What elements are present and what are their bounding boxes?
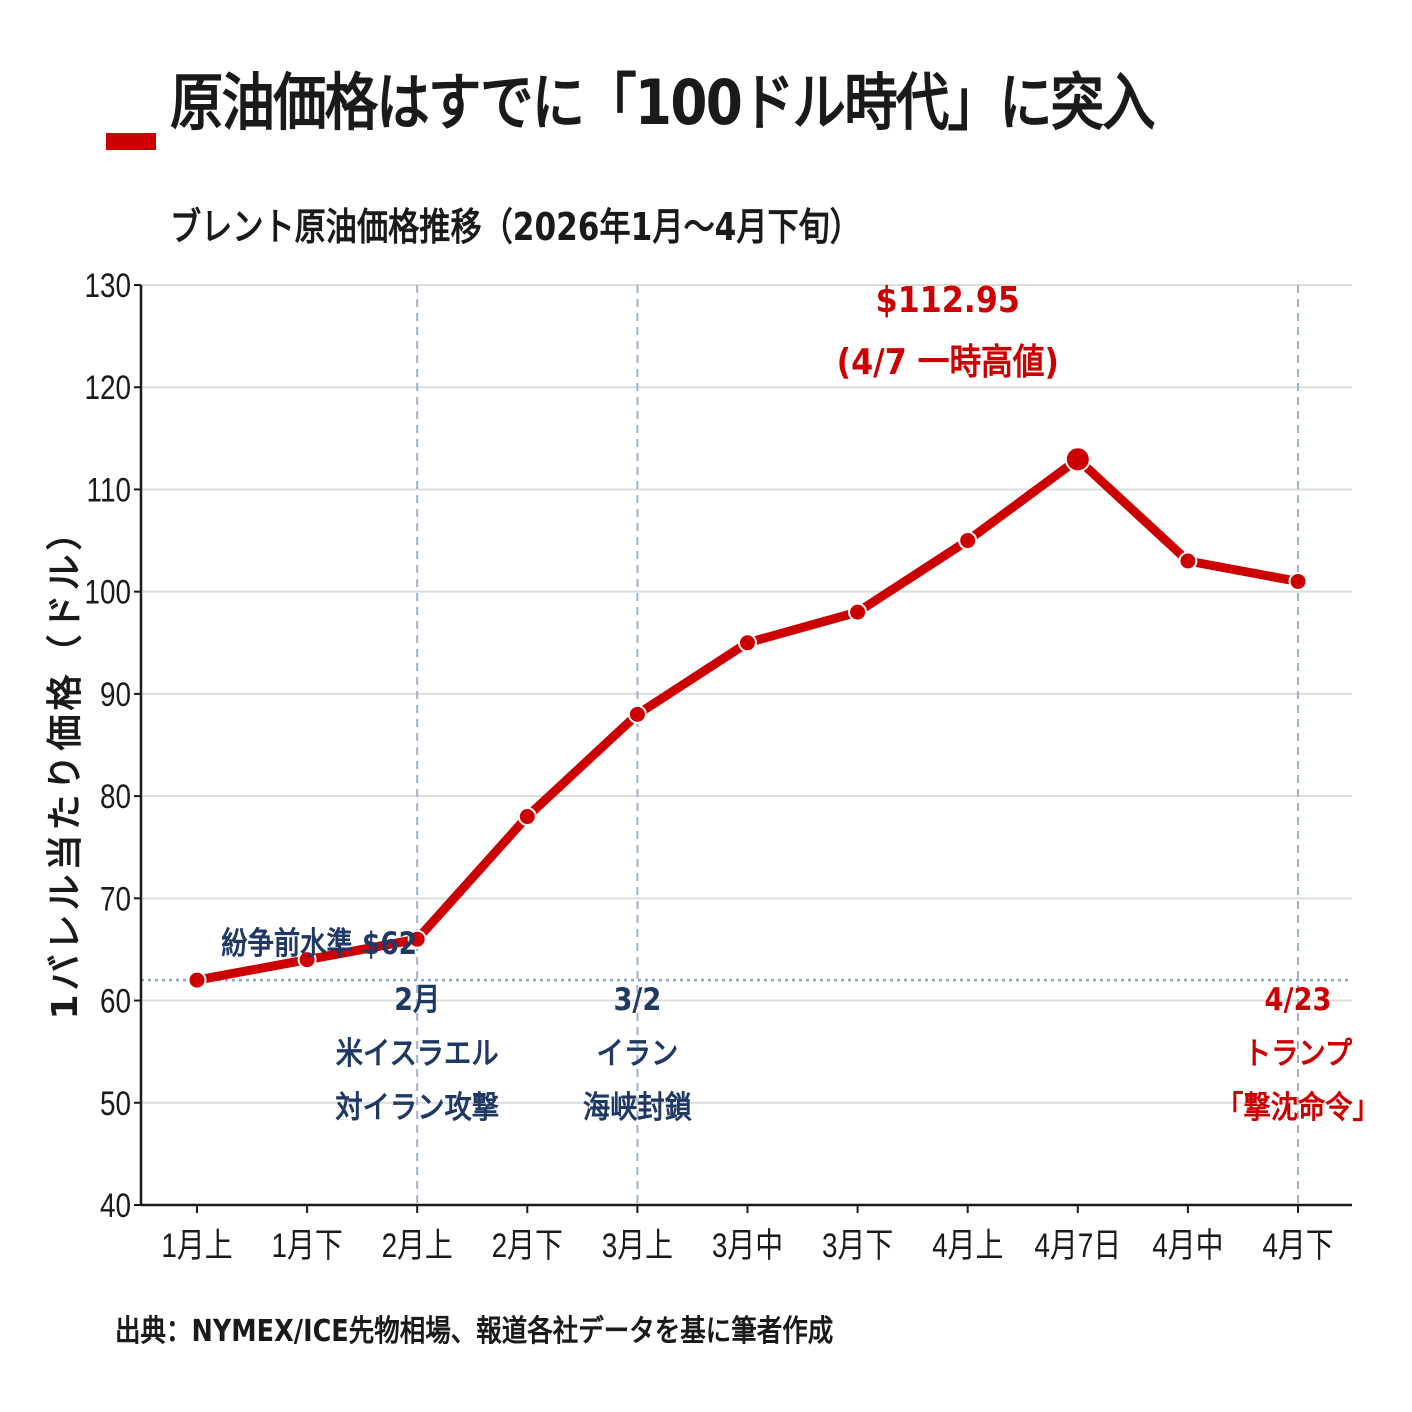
event-label-0-2: 対イラン攻撃 [335, 1089, 499, 1125]
data-point-5 [738, 633, 757, 653]
y-tick-label-70: 70 [100, 880, 131, 918]
data-point-8 [1064, 446, 1091, 473]
event-label-1-0: 3/2 [613, 981, 661, 1017]
y-tick-label-110: 110 [87, 471, 131, 509]
y-tick-label-100: 100 [84, 573, 131, 611]
data-point-4 [627, 704, 647, 724]
data-point-2 [407, 929, 427, 949]
x-tick-label-7: 4月上 [932, 1226, 1003, 1264]
data-point-9 [1178, 551, 1198, 571]
x-tick-label-8: 4月7日 [1034, 1226, 1121, 1264]
data-point-3 [517, 807, 537, 827]
series-layer [187, 446, 1308, 990]
source-note: 出典：NYMEX/ICE先物相場、報道各社データを基に筆者作成 [115, 1314, 834, 1349]
y-tick-label-60: 60 [100, 982, 131, 1020]
grid-layer [141, 284, 1352, 1104]
data-point-7 [958, 531, 978, 551]
event-label-1-1: イラン [596, 1035, 678, 1071]
x-tick-label-5: 3月中 [712, 1226, 783, 1264]
event-label-2-1: トランプ [1244, 1035, 1353, 1071]
event-label-0-1: 米イスラエル [336, 1035, 499, 1071]
x-tick-label-10: 4月下 [1262, 1226, 1333, 1264]
y-tick-label-90: 90 [100, 675, 131, 713]
y-tick-label-40: 40 [100, 1186, 131, 1224]
peak-label-0: $112.95 [876, 279, 1020, 320]
event-lines-layer [416, 285, 1299, 1205]
x-tick-label-3: 2月下 [492, 1226, 563, 1264]
x-tick-label-0: 1月上 [161, 1226, 232, 1264]
y-tick-label-130: 130 [84, 266, 131, 304]
y-tick-label-80: 80 [100, 777, 131, 815]
data-point-6 [848, 602, 868, 622]
title-accent-bar [106, 133, 156, 150]
y-tick-label-120: 120 [84, 369, 131, 407]
y-tick-label-50: 50 [100, 1084, 131, 1122]
x-tick-label-1: 1月下 [271, 1226, 342, 1264]
event-label-2-2: 「撃沈命令」 [1216, 1089, 1380, 1125]
x-tick-label-2: 2月上 [382, 1226, 453, 1264]
peak-label-1: (4/7 一時高値) [837, 341, 1059, 382]
page-title: 原油価格はすでに「100ドル時代」に突入 [170, 66, 1156, 139]
event-label-0-0: 2月 [394, 981, 440, 1017]
x-tick-label-9: 4月中 [1152, 1226, 1223, 1264]
series-line [192, 454, 1303, 985]
data-point-10 [1288, 571, 1308, 591]
event-label-2-0: 4/23 [1265, 981, 1332, 1017]
chart-subtitle: ブレント原油価格推移（2026年1月～4月下旬） [170, 205, 861, 249]
data-point-1 [297, 950, 317, 970]
axis-layer: 40 50 60 70 80 90 100 110 120 130 1月上 1月下 2月上 2月下 3月上 3… [84, 266, 1352, 1265]
reference-line-label: 紛争前水準 $62 [221, 925, 417, 962]
data-point-0 [187, 970, 207, 990]
x-tick-label-4: 3月上 [602, 1226, 673, 1264]
x-tick-label-6: 3月下 [822, 1226, 893, 1264]
price-line-chart: 40 50 60 70 80 90 100 110 120 130 1月上 1月下 2月上 2月下 3月上 3… [84, 266, 1380, 1265]
event-label-1-2: 海峡封鎖 [583, 1089, 693, 1125]
